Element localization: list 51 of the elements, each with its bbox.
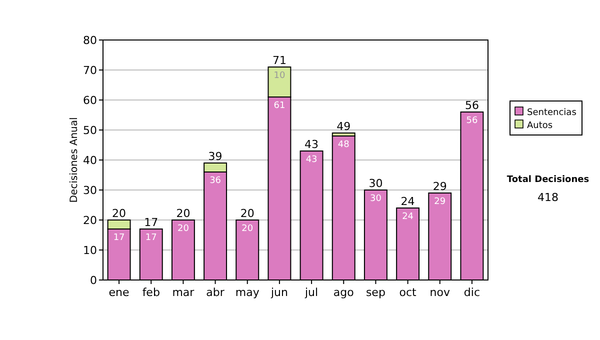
total-label: 56 (464, 99, 479, 112)
data-label: 20 (177, 224, 190, 234)
x-tick-label: nov (430, 286, 450, 299)
x-tick-label: dic (464, 286, 480, 299)
y-tick-label: 70 (83, 64, 97, 77)
y-tick-label: 20 (83, 214, 97, 227)
total-label: 24 (400, 195, 415, 208)
legend-label: Sentencias (527, 108, 577, 118)
y-axis-title: Decisiones Anual (69, 117, 80, 203)
y-tick-label: 30 (83, 184, 97, 197)
x-tick-label: feb (142, 286, 160, 299)
total-label: 43 (304, 138, 319, 151)
text: Total Decisiones (506, 175, 590, 185)
data-label: 36 (210, 176, 222, 186)
y-tick-label: 60 (83, 94, 97, 107)
x-tick-label: may (235, 286, 260, 299)
total-label: 49 (336, 120, 351, 133)
total-label: 29 (432, 180, 447, 193)
data-label: 17 (113, 233, 125, 243)
x-tick-label: sep (366, 286, 386, 299)
legend-label: Autos (527, 121, 553, 131)
data-label: 30 (370, 194, 382, 204)
total-label: 20 (176, 207, 190, 220)
y-tick-label: 80 (83, 34, 97, 47)
y-tick-label: 40 (83, 154, 97, 167)
data-label: 10 (274, 71, 286, 81)
data-label: 17 (145, 233, 157, 243)
data-label: 56 (466, 116, 478, 126)
total-label: 39 (208, 150, 222, 163)
x-tick-label: ene (108, 286, 130, 299)
y-tick-label: 50 (83, 124, 97, 137)
x-tick-label: abr (206, 286, 225, 299)
data-label: 61 (274, 101, 286, 111)
total-label: 17 (144, 216, 158, 229)
total-label: 20 (112, 207, 126, 220)
text: 418 (538, 191, 558, 204)
data-label: 48 (338, 140, 350, 150)
total-label: 71 (272, 54, 286, 67)
data-label: 43 (306, 155, 318, 165)
data-label: 29 (434, 197, 446, 207)
y-tick-label: 10 (83, 244, 97, 257)
x-tick-label: jun (270, 286, 288, 299)
x-tick-label: ago (333, 286, 354, 299)
x-tick-label: mar (172, 286, 195, 299)
x-tick-label: oct (399, 286, 418, 299)
total-label: 30 (368, 177, 383, 190)
data-label: 24 (402, 212, 414, 222)
x-tick-label: jul (304, 286, 318, 299)
total-label: 20 (240, 207, 254, 220)
data-label: 20 (242, 224, 254, 234)
y-tick-label: 0 (90, 274, 97, 287)
